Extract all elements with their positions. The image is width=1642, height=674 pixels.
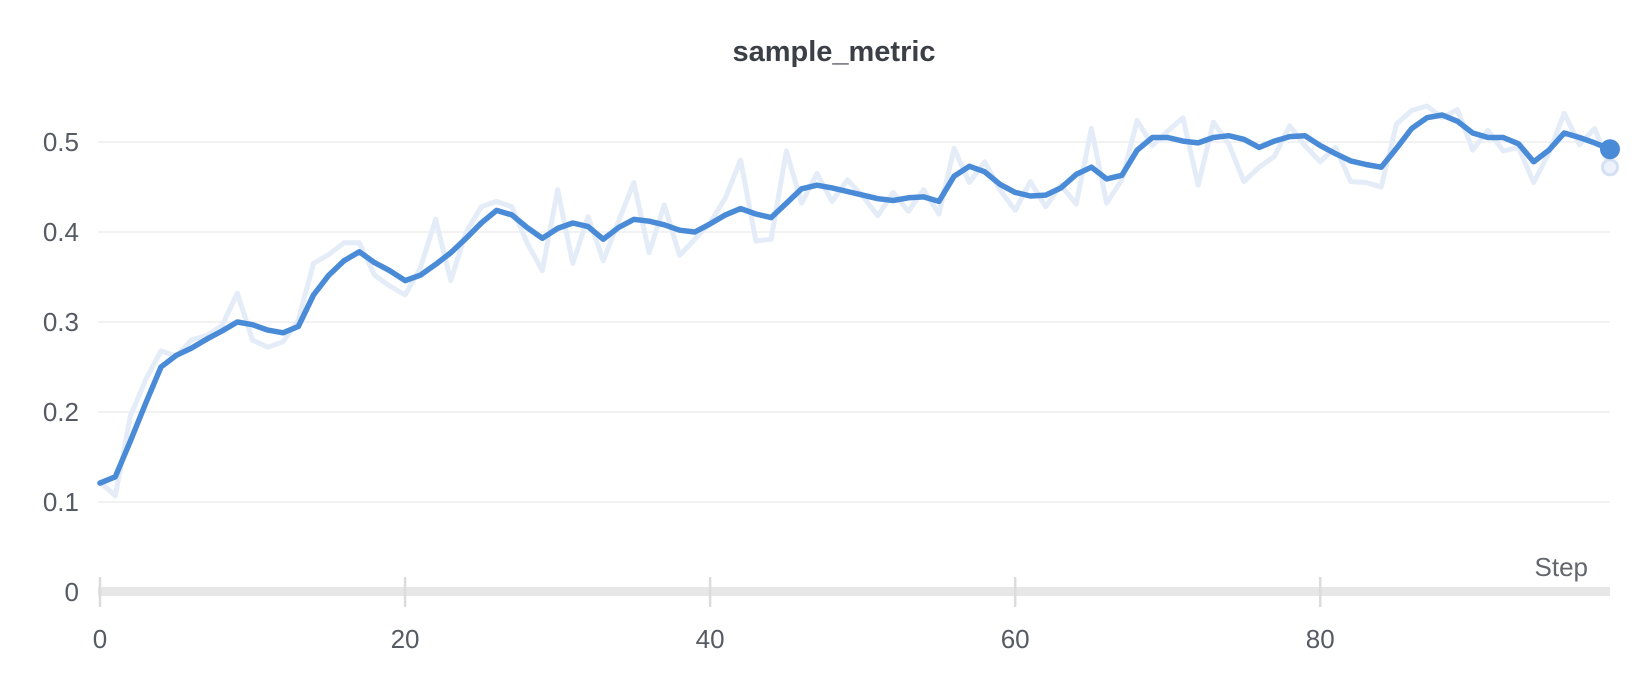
raw-series-line	[97, 103, 1613, 499]
x-tick-label: 0	[93, 624, 107, 654]
chart-title: sample_metric	[732, 36, 935, 68]
x-tick-mark	[403, 577, 407, 607]
x-axis-title: Step	[1535, 552, 1589, 582]
y-tick-label: 0.3	[43, 307, 79, 337]
raw-end-point-marker	[1601, 158, 1619, 177]
x-tick-mark	[708, 577, 712, 607]
smoothed-end-point-marker	[1600, 139, 1620, 160]
y-tick-label: 0.5	[43, 127, 79, 157]
y-tick-label: 0	[65, 577, 79, 607]
y-axis-labels: 0 0.1 0.2 0.3 0.4 0.5	[43, 127, 79, 607]
x-tick-label: 20	[391, 624, 420, 654]
series-lines	[97, 103, 1620, 499]
smoothed-series-line	[97, 112, 1613, 486]
x-tick-mark	[1013, 577, 1017, 607]
x-tick-mark	[98, 577, 102, 607]
x-tick-label: 40	[696, 624, 725, 654]
y-tick-label: 0.2	[43, 397, 79, 427]
x-axis: 0 20 40 60 80	[93, 577, 1610, 654]
gridlines	[98, 141, 1610, 503]
y-tick-label: 0.4	[43, 217, 79, 247]
x-axis-line	[98, 587, 1610, 596]
x-tick-mark	[1318, 577, 1322, 607]
x-tick-label: 60	[1001, 624, 1030, 654]
y-tick-label: 0.1	[43, 487, 79, 517]
x-tick-label: 80	[1306, 624, 1335, 654]
